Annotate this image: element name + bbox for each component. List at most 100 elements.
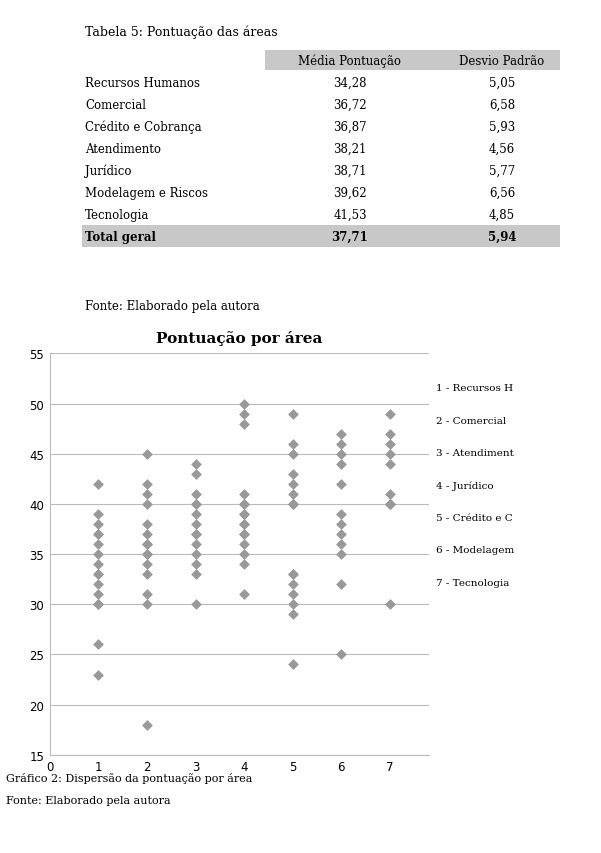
Point <box>191 497 200 511</box>
Point <box>191 508 200 521</box>
Point <box>239 527 249 541</box>
Bar <box>265 226 560 248</box>
Point <box>142 558 152 572</box>
Point <box>288 568 297 582</box>
Text: 1 - Recursos H: 1 - Recursos H <box>436 384 513 392</box>
Point <box>239 518 249 531</box>
Text: 6,58: 6,58 <box>489 99 515 112</box>
Point <box>142 537 152 551</box>
Point <box>288 568 297 582</box>
Text: Total geral: Total geral <box>85 230 156 244</box>
Point <box>288 577 297 591</box>
Text: 4,85: 4,85 <box>489 209 515 222</box>
Text: 5,77: 5,77 <box>489 165 515 177</box>
Point <box>288 598 297 612</box>
Text: Gráfico 2: Dispersão da pontuação por área: Gráfico 2: Dispersão da pontuação por ár… <box>6 772 252 783</box>
Point <box>239 417 249 431</box>
Point <box>239 497 249 511</box>
Text: 37,71: 37,71 <box>332 230 368 244</box>
Point <box>191 457 200 471</box>
Point <box>94 527 103 541</box>
Point <box>191 527 200 541</box>
Bar <box>82 226 265 248</box>
Point <box>239 407 249 421</box>
Point <box>239 558 249 572</box>
Point <box>288 607 297 621</box>
Text: Desvio Padrão: Desvio Padrão <box>459 55 545 67</box>
Point <box>142 497 152 511</box>
Point <box>191 548 200 561</box>
Point <box>337 527 346 541</box>
Point <box>142 598 152 612</box>
Point <box>288 447 297 461</box>
Point <box>288 497 297 511</box>
Text: 39,62: 39,62 <box>333 187 367 200</box>
Point <box>142 568 152 582</box>
Point <box>288 658 297 671</box>
Text: Tabela 5: Pontuação das áreas: Tabela 5: Pontuação das áreas <box>85 26 278 39</box>
Text: Atendimento: Atendimento <box>85 142 161 155</box>
Point <box>337 427 346 441</box>
Point <box>385 438 394 451</box>
Point <box>385 487 394 501</box>
Text: Fonte: Elaborado pela autora: Fonte: Elaborado pela autora <box>85 299 260 313</box>
Point <box>191 568 200 582</box>
Point <box>142 487 152 501</box>
Point <box>239 518 249 531</box>
Bar <box>265 51 560 71</box>
Point <box>337 537 346 551</box>
Point <box>94 478 103 491</box>
Point <box>337 447 346 461</box>
Point <box>191 497 200 511</box>
Point <box>94 527 103 541</box>
Point <box>142 718 152 732</box>
Point <box>191 487 200 501</box>
Point <box>94 558 103 572</box>
Point <box>239 487 249 501</box>
Text: 7 - Tecnologia: 7 - Tecnologia <box>436 578 509 587</box>
Point <box>288 407 297 421</box>
Point <box>288 487 297 501</box>
Text: 3 - Atendiment: 3 - Atendiment <box>436 449 514 457</box>
Point <box>337 648 346 662</box>
Text: Média Pontuação: Média Pontuação <box>299 55 401 68</box>
Title: Pontuação por área: Pontuação por área <box>156 331 322 346</box>
Point <box>337 548 346 561</box>
Point <box>385 497 394 511</box>
Text: 4,56: 4,56 <box>489 142 515 155</box>
Point <box>94 577 103 591</box>
Point <box>142 588 152 601</box>
Text: Modelagem e Riscos: Modelagem e Riscos <box>85 187 208 200</box>
Point <box>385 447 394 461</box>
Point <box>239 497 249 511</box>
Text: 36,87: 36,87 <box>333 120 367 134</box>
Point <box>239 537 249 551</box>
Point <box>239 508 249 521</box>
Point <box>337 457 346 471</box>
Point <box>337 508 346 521</box>
Point <box>239 588 249 601</box>
Point <box>385 407 394 421</box>
Text: 2 - Comercial: 2 - Comercial <box>436 416 506 425</box>
Point <box>191 537 200 551</box>
Point <box>288 588 297 601</box>
Point <box>191 558 200 572</box>
Point <box>94 668 103 682</box>
Text: Jurídico: Jurídico <box>85 165 132 177</box>
Point <box>94 598 103 612</box>
Point <box>239 508 249 521</box>
Point <box>385 497 394 511</box>
Text: 34,28: 34,28 <box>333 77 367 90</box>
Point <box>142 527 152 541</box>
Point <box>288 478 297 491</box>
Point <box>239 548 249 561</box>
Point <box>94 638 103 652</box>
Text: 5,05: 5,05 <box>489 77 515 90</box>
Text: 36,72: 36,72 <box>333 99 367 112</box>
Text: 5,94: 5,94 <box>488 230 516 244</box>
Text: 5,93: 5,93 <box>489 120 515 134</box>
Text: Crédito e Cobrança: Crédito e Cobrança <box>85 120 201 134</box>
Point <box>288 438 297 451</box>
Text: Recursos Humanos: Recursos Humanos <box>85 77 200 90</box>
Point <box>142 518 152 531</box>
